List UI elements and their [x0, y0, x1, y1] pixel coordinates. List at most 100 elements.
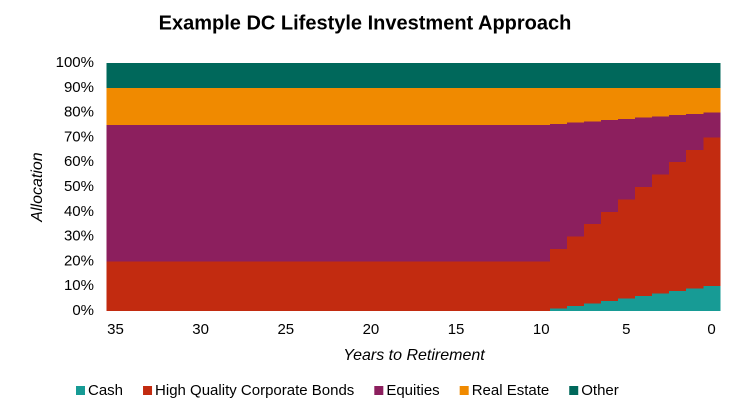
area-step: [651, 116, 670, 175]
area-step: [651, 174, 670, 294]
y-tick-label: 80%: [64, 104, 94, 121]
area-step: [464, 261, 482, 311]
x-tick-label: 5: [622, 321, 630, 338]
legend-swatch: [374, 386, 384, 395]
area-step: [294, 63, 312, 88]
legend-swatch: [76, 386, 85, 395]
area-step: [328, 125, 346, 262]
area-step: [242, 261, 261, 311]
area-step: [583, 224, 602, 304]
area-step: [617, 199, 636, 299]
area-step: [583, 63, 602, 88]
area-step: [702, 137, 721, 287]
area-step: [225, 63, 244, 88]
area-step: [225, 87, 244, 125]
area-step: [685, 87, 704, 114]
area-step: [447, 125, 465, 262]
area-step: [396, 87, 414, 125]
area-step: [600, 87, 619, 121]
area-step: [362, 87, 380, 125]
legend-label: Real Estate: [472, 382, 550, 399]
y-tick-label: 0%: [72, 302, 94, 319]
area-step: [140, 261, 159, 311]
y-tick-label: 10%: [64, 277, 94, 294]
area-step: [532, 125, 551, 262]
legend-swatch: [143, 386, 153, 395]
area-step: [225, 125, 244, 262]
area-step: [566, 306, 585, 311]
area-step: [379, 261, 397, 311]
area-step: [259, 63, 278, 88]
y-tick-label: 50%: [64, 178, 94, 195]
area-step: [311, 125, 329, 262]
legend-label: Cash: [88, 382, 123, 399]
legend-label: Other: [581, 382, 619, 399]
area-step: [532, 63, 551, 88]
area-step: [276, 87, 295, 125]
area-step: [413, 87, 431, 125]
area-step: [123, 87, 142, 125]
area-step: [123, 125, 142, 262]
area-step: [617, 87, 636, 119]
area-step: [345, 87, 363, 125]
area-step: [430, 125, 448, 262]
area-step: [481, 87, 499, 125]
area-step: [174, 63, 193, 88]
y-axis-label: Allocation: [29, 152, 46, 222]
area-step: [379, 87, 397, 125]
area-step: [566, 236, 585, 307]
area-step: [532, 261, 551, 311]
area-step: [430, 87, 448, 125]
area-step: [106, 261, 125, 311]
y-tick-label: 60%: [64, 153, 94, 170]
y-tick-label: 100%: [56, 54, 94, 71]
area-step: [396, 125, 414, 262]
chart-title: Example DC Lifestyle Investment Approach: [159, 12, 572, 34]
area-step: [328, 87, 346, 125]
area-step: [566, 122, 585, 237]
area-step: [123, 261, 142, 311]
x-axis-label: Years to Retirement: [343, 347, 485, 364]
area-step: [651, 87, 670, 117]
area-step: [634, 117, 653, 187]
area-step: [515, 87, 533, 125]
area-step: [294, 261, 312, 311]
area-step: [208, 261, 227, 311]
area-step: [208, 87, 227, 125]
area-step: [481, 261, 499, 311]
area-step: [600, 120, 619, 212]
area-step: [242, 63, 261, 88]
area-step: [276, 261, 295, 311]
area-step: [413, 125, 431, 262]
area-step: [685, 63, 704, 88]
area-step: [311, 261, 329, 311]
area-step: [600, 301, 619, 311]
area-step: [566, 87, 585, 123]
area-step: [328, 261, 346, 311]
area-step: [396, 261, 414, 311]
legend-label: High Quality Corporate Bonds: [155, 382, 354, 399]
area-step: [634, 187, 653, 297]
area-step: [157, 125, 176, 262]
area-step: [294, 125, 312, 262]
area-step: [515, 125, 533, 262]
x-tick-label: 20: [363, 321, 380, 338]
y-tick-label: 90%: [64, 79, 94, 96]
legend-label: Equities: [386, 382, 439, 399]
area-step: [464, 63, 482, 88]
area-step: [685, 149, 704, 289]
area-step: [208, 125, 227, 262]
area-step: [549, 123, 568, 249]
area-step: [583, 121, 602, 225]
area-step: [191, 125, 210, 262]
area-step: [600, 63, 619, 88]
area-step: [617, 63, 636, 88]
area-step: [157, 261, 176, 311]
x-tick-label: 25: [277, 321, 294, 338]
area-step: [634, 296, 653, 311]
area-step: [549, 308, 568, 311]
x-tick-label: 0: [707, 321, 715, 338]
y-tick-label: 40%: [64, 203, 94, 220]
area-step: [294, 87, 312, 125]
area-step: [498, 125, 516, 262]
